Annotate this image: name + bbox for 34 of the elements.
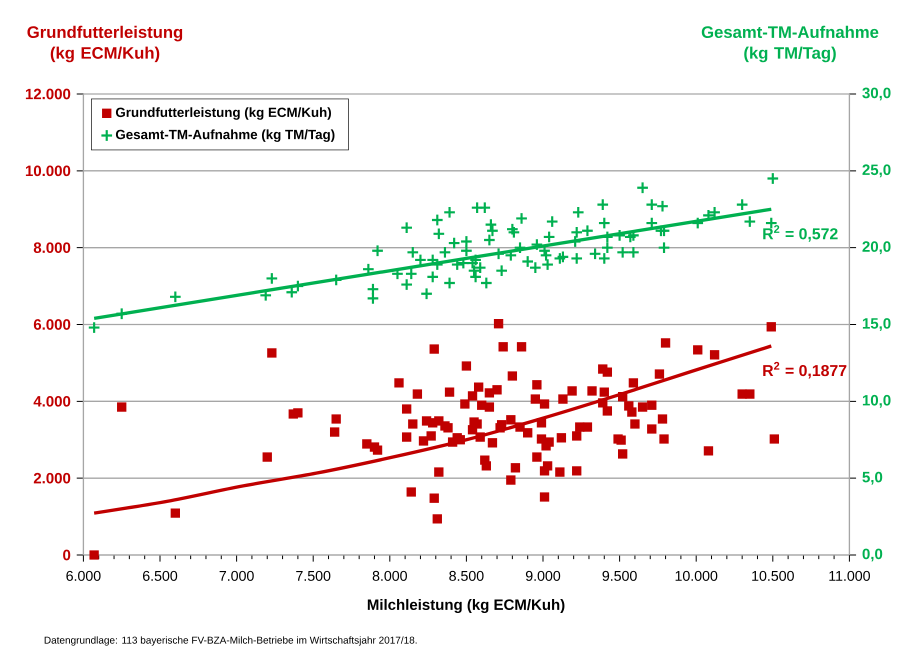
y-axis-title: Grundfutterleistung (kg ECM/Kuh) <box>27 26 182 62</box>
x-tick-label: 10.000 <box>676 570 718 581</box>
x-tick-label: 6.500 <box>143 570 178 581</box>
y-tick-label: 10.000 <box>26 166 70 176</box>
x-tick-label: 8.000 <box>372 570 407 581</box>
y2-tick-label: 0,0 <box>862 548 882 562</box>
x-tick-label: 7.000 <box>220 570 254 581</box>
y2-tick-label: 10,0 <box>862 394 891 408</box>
annotation: R$^{2}$ = 0,572 <box>763 225 838 242</box>
legend-label: Grundfutterleistung (kg ECM/Kuh) <box>116 107 331 120</box>
annotation: R$^{2}$ = 0,1877 <box>763 362 846 378</box>
x-tick-label: 6.000 <box>66 570 101 581</box>
y-tick-label: 8.000 <box>34 242 70 253</box>
x-tick-label: 8.500 <box>449 570 484 581</box>
text: Datengrundlage: 113 bayerische FV-BZA-Milch-Betriebe im Wirtschaftsjahr 2017/18. <box>44 636 417 646</box>
y-tick-label: 2.000 <box>34 472 70 484</box>
line-series <box>92 344 773 515</box>
y-tick-label: 0 <box>63 550 70 560</box>
x-tick-label: 10.500 <box>752 570 794 581</box>
x-tick-label: 9.000 <box>526 570 560 581</box>
legend-label: Gesamt-TM-Aufnahme (kg TM/Tag) <box>116 129 334 142</box>
y2-tick-label: 5,0 <box>862 472 882 485</box>
x-tick-label: 7.500 <box>296 570 330 581</box>
y2-tick-label: 15,0 <box>862 318 891 331</box>
y2-tick-label: 30,0 <box>862 88 891 100</box>
y-tick-label: 6.000 <box>34 319 70 330</box>
y2-tick-label: 20,0 <box>862 241 891 254</box>
y-tick-label: 12.000 <box>26 88 70 100</box>
y2-tick-label: 25,0 <box>862 164 891 178</box>
x-tick-label: 9.500 <box>602 570 637 581</box>
x-axis-title: Milchleistung (kg ECM/Kuh) <box>368 598 564 614</box>
y-tick-label: 4.000 <box>34 396 70 407</box>
y2-axis-title: Gesamt-TM-Aufnahme (kg TM/Tag) <box>702 26 878 62</box>
x-tick-label: 11.000 <box>829 570 870 581</box>
